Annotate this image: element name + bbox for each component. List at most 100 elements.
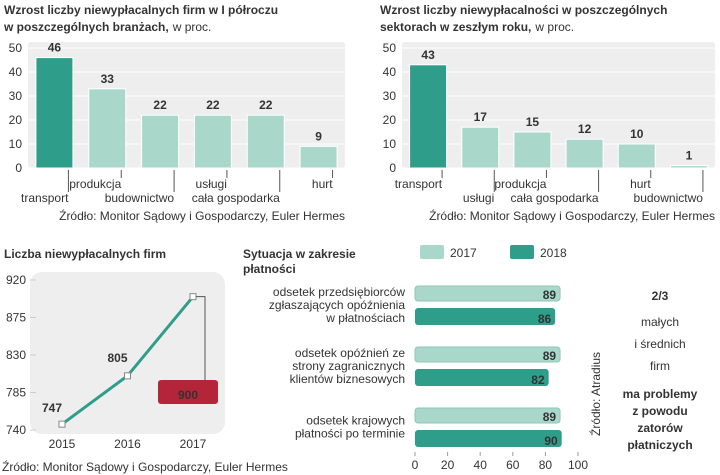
bar (565, 138, 604, 169)
chart-title: sektorach w zeszłym roku, (380, 20, 531, 34)
value-label: 33 (101, 72, 115, 86)
bar (669, 165, 708, 169)
bar (414, 407, 561, 424)
y-tick-label: 920 (6, 273, 26, 287)
y-tick-label: 0 (15, 161, 22, 175)
y-tick-label: 10 (383, 137, 397, 151)
category-label: strony zagranicznych (292, 359, 405, 373)
x-tick-label: transport (395, 177, 443, 191)
plot-background (402, 42, 715, 168)
bar (88, 88, 127, 169)
category-label: odsetek krajowych (306, 414, 405, 428)
value-label: 22 (259, 98, 273, 112)
value-label: 89 (543, 410, 557, 424)
category-label: zgłaszających opóźnienia (269, 298, 405, 312)
x-tick-label: 2016 (114, 437, 141, 451)
value-label: 15 (526, 115, 540, 129)
x-tick-label: hurt (630, 177, 651, 191)
category-label: klientów biznesowych (290, 372, 405, 386)
y-tick-label: 30 (383, 89, 397, 103)
x-tick-label: budownictwo (634, 191, 704, 205)
bar (35, 57, 74, 169)
value-label: 900 (178, 388, 198, 402)
value-label: 86 (538, 312, 552, 326)
point (58, 420, 66, 428)
chart-title: Sytuacja w zakresie (243, 247, 356, 261)
value-label: 747 (42, 401, 62, 415)
x-tick-label: 0 (412, 458, 419, 472)
legend-swatch (420, 245, 444, 259)
chart-unit: w proc. (534, 20, 574, 34)
source: Źródło: Monitor Sądowy i Gospodarczy, Eu… (2, 459, 288, 474)
x-tick-label: produkcja (69, 177, 121, 191)
value-label: 43 (421, 48, 435, 62)
bar (415, 430, 562, 447)
y-tick-label: 20 (9, 113, 23, 127)
legend-label: 2018 (540, 246, 567, 260)
callout-text: z powodu (632, 404, 687, 418)
value-label: 9 (315, 129, 322, 143)
value-label: 10 (630, 127, 644, 141)
value-label: 1 (686, 149, 693, 163)
callout-text: płatniczych (627, 438, 692, 452)
x-tick-label: 40 (474, 458, 488, 472)
source: Źródło: Monitor Sądowy i Gospodarczy, Eu… (59, 208, 345, 223)
y-tick-label: 830 (6, 348, 26, 362)
x-tick-label: transport (21, 191, 69, 205)
x-tick-label: usługi (196, 177, 227, 191)
x-tick-label: cała gospodarka (511, 191, 599, 205)
bar (299, 145, 338, 169)
value-label: 17 (474, 110, 488, 124)
bar (246, 114, 285, 169)
x-tick-label: 100 (568, 458, 588, 472)
x-tick-label: 80 (539, 458, 553, 472)
bar (193, 114, 232, 169)
bar (414, 346, 561, 363)
y-tick-label: 10 (9, 137, 23, 151)
plot-background (28, 42, 345, 168)
bar (415, 369, 549, 386)
bar (513, 131, 552, 169)
value-label: 46 (48, 41, 62, 55)
source: Źródło: Atradius (588, 352, 603, 436)
y-tick-label: 0 (389, 161, 396, 175)
x-tick-label: 60 (506, 458, 520, 472)
callout-text: zatorów (637, 421, 683, 435)
legend-swatch (510, 245, 534, 259)
value-label: 12 (578, 122, 592, 136)
bar (461, 126, 500, 169)
x-tick-label: 2017 (180, 437, 207, 451)
value-badge (158, 380, 218, 404)
x-tick-label: budownictwo (105, 191, 175, 205)
category-label: w płatnościach (325, 311, 405, 325)
callout-highlight: małych (641, 315, 679, 329)
callout-headline: 2/3 (652, 289, 669, 303)
value-label: 82 (531, 373, 545, 387)
value-label: 805 (107, 351, 127, 365)
category-label: odsetek przedsiębiorców (273, 285, 405, 299)
y-tick-label: 875 (6, 311, 26, 325)
bar (617, 143, 656, 169)
value-label: 90 (544, 434, 558, 448)
callout-highlight: firm (650, 359, 670, 373)
bar (409, 64, 448, 169)
y-tick-label: 50 (9, 41, 23, 55)
y-tick-label: 785 (6, 386, 26, 400)
bar (415, 308, 556, 325)
x-tick-label: 20 (441, 458, 455, 472)
category-label: płatności po terminie (295, 427, 405, 441)
value-label: 89 (543, 349, 557, 363)
y-tick-label: 740 (6, 423, 26, 437)
y-tick-label: 50 (383, 41, 397, 55)
callout-text: ma problemy (623, 387, 698, 401)
value-label: 22 (153, 98, 167, 112)
x-tick-label: cała gospodarka (192, 191, 280, 205)
callout-highlight: i średnich (634, 337, 685, 351)
legend-label: 2017 (450, 246, 477, 260)
bar (414, 285, 561, 302)
value-label: 89 (543, 288, 557, 302)
chart-title: Wzrost liczby niewypłacalnych firm w I p… (4, 3, 278, 17)
category-label: odsetek opóźnień ze (295, 346, 405, 360)
source: Źródło: Monitor Sądowy i Gospodarczy, Eu… (429, 208, 715, 223)
